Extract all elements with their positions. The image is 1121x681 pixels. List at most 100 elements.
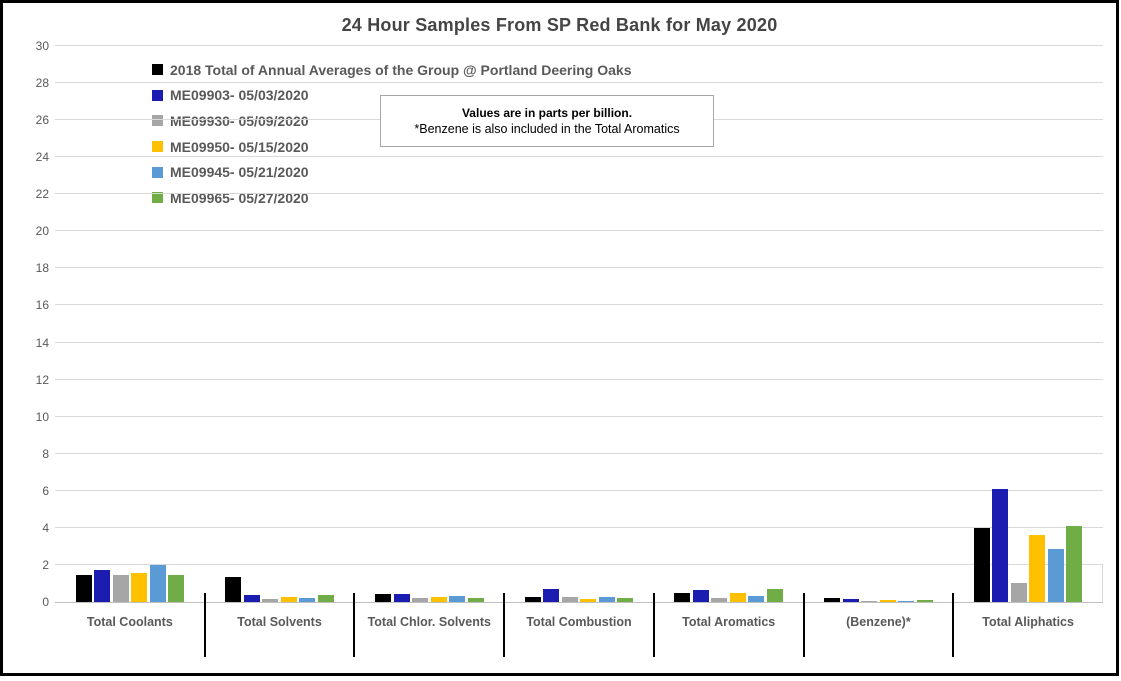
y-axis-tick-label: 24 — [35, 150, 49, 165]
bar — [1029, 535, 1046, 602]
bar — [375, 594, 392, 602]
legend-label: ME09930- 05/09/2020 — [170, 112, 309, 129]
bar — [729, 592, 746, 602]
y-axis-tick-label: 22 — [35, 187, 49, 202]
y-axis-tick-label: 26 — [35, 113, 49, 128]
gridline — [55, 304, 1103, 306]
chart-title: 24 Hour Samples From SP Red Bank for May… — [341, 15, 778, 35]
legend-swatch-icon — [152, 64, 163, 76]
bar — [317, 594, 334, 602]
legend-swatch-icon — [152, 89, 163, 101]
y-axis-tick-label: 10 — [35, 409, 49, 424]
y-axis-tick-label: 14 — [35, 335, 49, 350]
legend-swatch-icon — [152, 141, 163, 153]
gridline — [55, 489, 1103, 491]
y-axis-tick-label: 6 — [42, 483, 49, 498]
gridline — [55, 341, 1103, 343]
bar — [1010, 583, 1027, 602]
category-separator-tick — [203, 593, 206, 657]
bar — [75, 575, 92, 602]
y-axis-tick-label: 20 — [35, 224, 49, 239]
gridline — [55, 45, 1103, 46]
legend-item: ME09903- 05/03/2020 — [152, 83, 631, 109]
bar — [94, 569, 111, 602]
bar — [131, 573, 148, 602]
legend-swatch-icon — [152, 115, 163, 127]
bar — [168, 575, 185, 602]
category-label: Total Coolants — [86, 615, 173, 629]
bar — [580, 599, 597, 602]
y-axis-tick-label: 2 — [42, 557, 49, 572]
gridline — [55, 156, 1103, 158]
bar — [598, 597, 615, 602]
bar — [861, 600, 878, 602]
category-separator-tick — [652, 593, 655, 657]
bar — [543, 589, 560, 602]
bar — [561, 597, 578, 602]
y-axis-tick-label: 16 — [35, 298, 49, 313]
plot-right-edge — [1102, 565, 1103, 602]
bar — [748, 596, 765, 602]
legend-item: ME09930- 05/09/2020 — [152, 108, 631, 134]
category-label: Total Solvents — [237, 615, 322, 629]
gridline — [55, 415, 1103, 417]
legend-label: ME09903- 05/03/2020 — [170, 87, 309, 104]
legend-label: ME09945- 05/21/2020 — [170, 164, 309, 181]
units-note-box: Values are in parts per billion. *Benzen… — [380, 95, 714, 147]
gridline — [55, 526, 1103, 528]
category-label: Total Aliphatics — [982, 615, 1074, 629]
bar — [1047, 549, 1064, 602]
y-axis-tick-label: 12 — [35, 372, 49, 387]
bar — [916, 599, 933, 602]
bar-group: Total Chlor. Solvents — [354, 46, 504, 629]
legend-label: ME09950- 05/15/2020 — [170, 138, 309, 155]
category-separator-tick — [503, 593, 506, 657]
bar — [992, 488, 1009, 602]
bar-group: Total Coolants — [55, 46, 205, 629]
y-axis-tick-label: 18 — [35, 261, 49, 276]
bar — [225, 576, 242, 602]
bar — [1066, 526, 1083, 602]
bar — [243, 594, 260, 602]
bar — [692, 589, 709, 602]
bar — [842, 598, 859, 602]
y-axis-tick-label: 28 — [35, 76, 49, 91]
bar-group: Total Aromatics — [654, 46, 804, 629]
category-label: (Benzene)* — [846, 615, 911, 629]
legend-item: ME09950- 05/15/2020 — [152, 134, 631, 160]
bar — [674, 593, 691, 602]
y-axis-tick-label: 0 — [42, 595, 49, 609]
units-note-line1: Values are in parts per billion. — [461, 106, 633, 120]
bar — [412, 598, 429, 602]
bar — [824, 597, 841, 602]
gridline — [55, 563, 1103, 565]
bar-group: Total Combustion — [504, 46, 654, 629]
y-axis-tick-label: 30 — [35, 39, 49, 53]
category-separator-tick — [952, 593, 955, 657]
legend-item: 2018 Total of Annual Averages of the Gro… — [152, 57, 631, 83]
bar — [262, 598, 279, 602]
category-separator-tick — [353, 593, 356, 657]
bar — [766, 588, 783, 602]
gridline — [55, 82, 1103, 84]
category-label: Total Aromatics — [682, 615, 776, 629]
bar — [280, 596, 297, 602]
bar — [112, 575, 129, 602]
y-axis-tick-label: 4 — [42, 520, 49, 535]
bar-group: (Benzene)* — [804, 46, 954, 629]
bar — [617, 597, 634, 602]
legend-label: 2018 Total of Annual Averages of the Gro… — [170, 61, 632, 78]
bar — [449, 596, 466, 602]
x-axis-line — [55, 602, 1103, 603]
legend-item: ME09945- 05/21/2020 — [152, 159, 631, 185]
y-axis-tick-label: 8 — [42, 446, 49, 461]
bar — [711, 597, 728, 602]
legend-swatch-icon — [152, 166, 163, 178]
bar — [430, 596, 447, 602]
gridline — [55, 452, 1103, 454]
bar — [299, 597, 316, 602]
plot-area: 0 2 4 6 8 10 12 14 16 18 20 22 24 26 28 30 Total Coolant… — [36, 39, 1103, 657]
bar — [898, 600, 915, 602]
gridline — [55, 267, 1103, 269]
